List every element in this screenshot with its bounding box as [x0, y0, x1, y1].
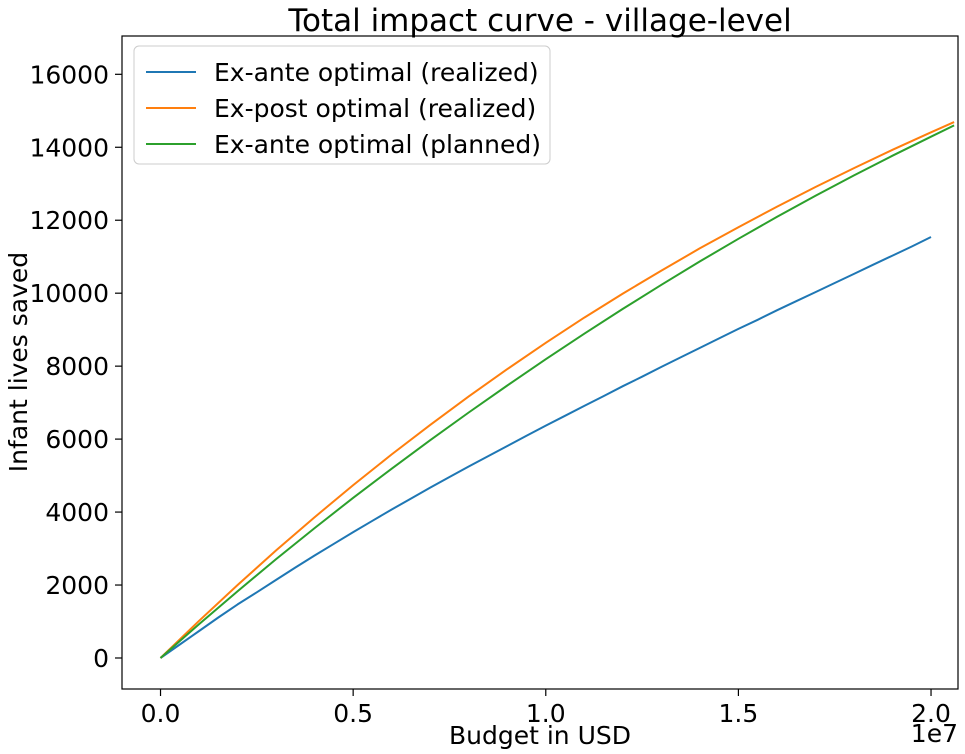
y-tick-label: 6000 [45, 425, 109, 454]
x-tick-label: 0.5 [333, 699, 373, 728]
series-line-3 [159, 124, 955, 659]
legend: Ex-ante optimal (realized) Ex-post optima… [133, 45, 551, 165]
legend-box [133, 45, 551, 165]
y-tick-label: 4000 [45, 498, 109, 527]
legend-label-1: Ex-ante optimal (realized) [214, 58, 539, 87]
y-tick-label: 10000 [29, 279, 109, 308]
x-axis-offset-label: 1e7 [911, 719, 958, 748]
plot-area: 0.0 0.5 1.0 1.5 2.0 0 2000 4000 6000 8000 10000 120… [29, 35, 959, 728]
axes-frame [121, 35, 959, 690]
series-line-2 [159, 121, 955, 659]
y-tick-label: 0 [93, 644, 109, 673]
y-axis-label: Infant lives saved [4, 252, 33, 472]
legend-label-2: Ex-post optimal (realized) [214, 94, 536, 123]
series-line-1 [159, 236, 932, 659]
y-tick-label: 16000 [29, 60, 109, 89]
chart-title: Total impact curve - village-level [287, 3, 791, 39]
x-tick-label: 1.0 [526, 699, 566, 728]
y-tick-label: 8000 [45, 352, 109, 381]
x-tick-label: 0.0 [141, 699, 181, 728]
y-tick-label: 14000 [29, 133, 109, 162]
x-tick-label: 2.0 [911, 699, 951, 728]
y-tick-label: 2000 [45, 571, 109, 600]
legend-label-3: Ex-ante optimal (planned) [214, 130, 541, 159]
y-tick-label: 12000 [29, 206, 109, 235]
x-tick-label: 1.5 [719, 699, 759, 728]
x-axis-label: Budget in USD [449, 721, 631, 750]
